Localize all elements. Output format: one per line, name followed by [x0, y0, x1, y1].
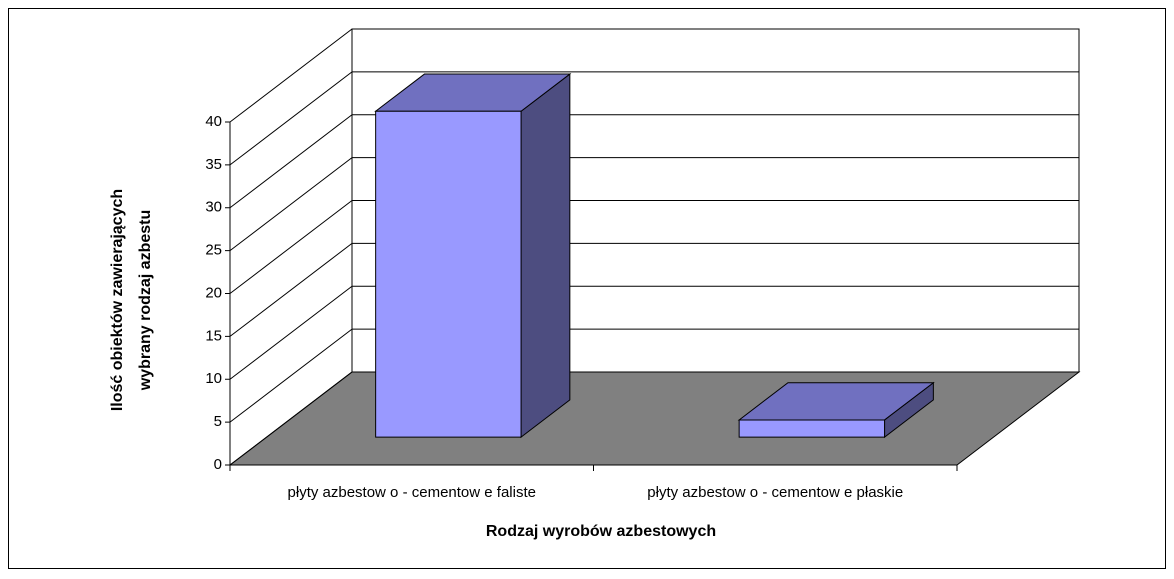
side-grid-line	[229, 371, 353, 466]
x-axis-title: Rodzaj wyrobów azbestowych	[486, 523, 716, 540]
side-grid-line	[229, 114, 353, 209]
bar-front	[375, 110, 522, 438]
side-grid-line	[229, 242, 353, 337]
side-grid-line	[229, 328, 353, 423]
bar-side	[520, 73, 571, 439]
y-axis-title-line: Ilość obiektów zawierających	[109, 189, 126, 411]
y-tick-label: 25	[205, 242, 222, 259]
y-tick-label: 20	[205, 284, 222, 301]
side-grid-line	[229, 28, 353, 123]
y-tick-label: 30	[205, 199, 222, 216]
y-tick-label: 40	[205, 113, 222, 130]
bar-front	[738, 419, 886, 438]
side-grid-line	[229, 200, 353, 294]
bar	[374, 73, 572, 439]
floor	[228, 371, 1081, 466]
side-grid-line	[229, 285, 353, 380]
y-tick-label: 35	[205, 156, 222, 173]
y-axis-title-line: wybrany rodzaj azbestu	[137, 210, 154, 392]
x-tick-label: płyty azbestow o - cementow e płaskie	[647, 484, 903, 501]
y-tick-label: 5	[214, 413, 222, 430]
bar	[737, 381, 935, 439]
y-tick-label: 15	[205, 327, 222, 344]
y-tick-label: 0	[214, 456, 222, 473]
y-tick-label: 10	[205, 370, 222, 387]
x-tick-label: płyty azbestow o - cementow e faliste	[288, 484, 536, 501]
side-grid-line	[229, 71, 353, 166]
side-grid-line	[229, 157, 353, 252]
y-axis-title: Ilość obiektów zawierających wybrany rod…	[109, 189, 154, 411]
